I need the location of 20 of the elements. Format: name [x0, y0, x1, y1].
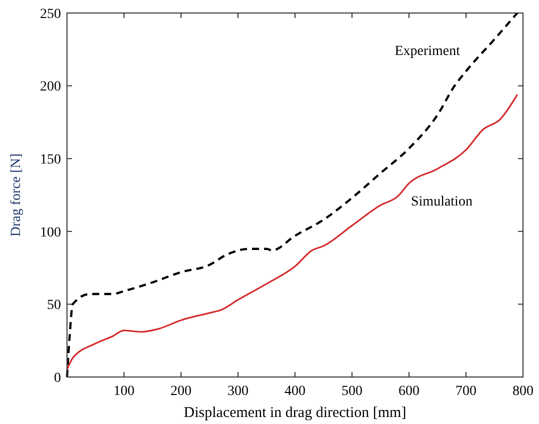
x-tick-label: 200 — [170, 384, 192, 399]
x-tick-label: 100 — [114, 384, 134, 399]
series-label: Experiment — [394, 44, 460, 60]
x-axis-title: Displacement in drag direction [mm] — [184, 405, 406, 421]
x-tick-label: 700 — [456, 384, 476, 399]
y-axis-title: Drag force [N] — [9, 153, 24, 237]
y-tick-label: 200 — [40, 80, 61, 95]
x-tick-label: 300 — [228, 384, 248, 399]
line-series — [66, 94, 518, 371]
y-tick-label: 250 — [40, 6, 61, 22]
y-tick-label: 50 — [47, 298, 61, 314]
x-tick-label: 500 — [342, 384, 362, 399]
series-label: Simulation — [411, 194, 472, 210]
line-series — [66, 12, 518, 378]
y-tick-label: 150 — [40, 152, 61, 168]
x-tick-label: 800 — [512, 384, 534, 399]
x-tick-label: 600 — [398, 384, 420, 399]
x-tick-label: 400 — [284, 384, 306, 399]
y-tick-label: 0 — [54, 370, 61, 386]
y-tick-label: 100 — [40, 225, 61, 240]
